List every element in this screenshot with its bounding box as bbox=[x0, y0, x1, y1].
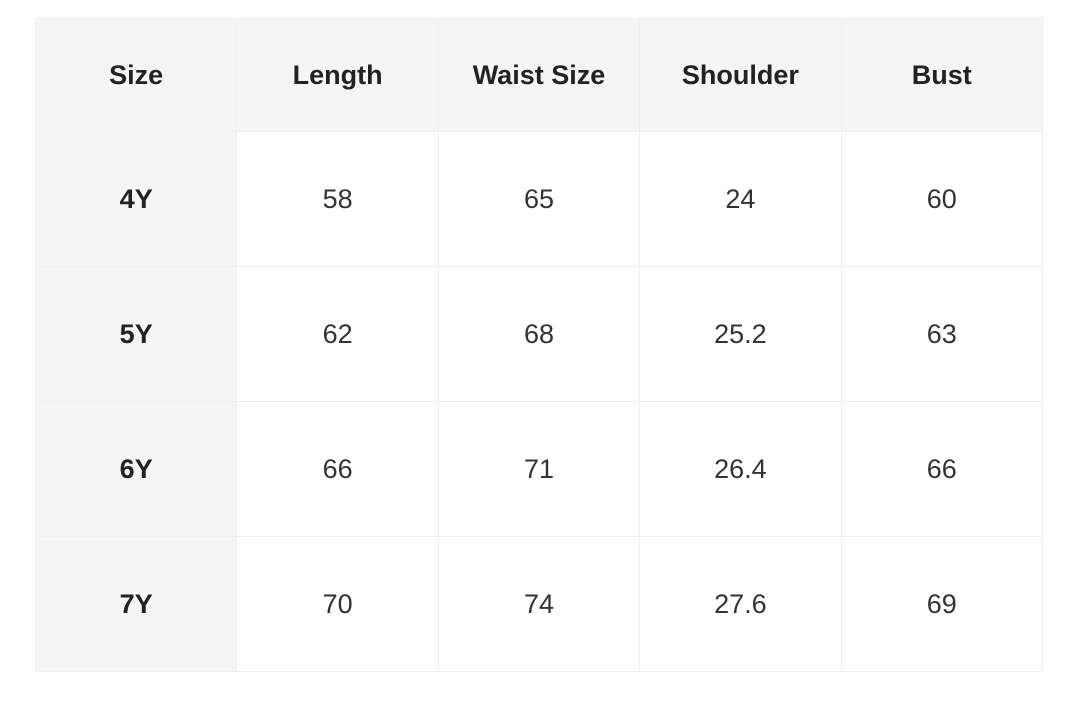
size-cell: 6Y bbox=[34, 401, 238, 537]
size-cell: 7Y bbox=[34, 536, 238, 672]
value-cell: 66 bbox=[236, 401, 439, 537]
size-chart-table: Size Length Waist Size Shoulder Bust 4Y 58 65 2… bbox=[34, 18, 1043, 672]
value-cell: 65 bbox=[437, 131, 641, 267]
table-body: 4Y 58 65 24 60 5Y 62 68 25.2 63 6Y 66 71 26.4 66 7Y 70 74… bbox=[34, 131, 1043, 672]
table-row: 5Y 62 68 25.2 63 bbox=[34, 266, 1043, 402]
value-cell: 70 bbox=[236, 536, 439, 672]
column-header: Waist Size bbox=[437, 18, 641, 132]
column-header: Size bbox=[34, 18, 238, 132]
header-row: Size Length Waist Size Shoulder Bust bbox=[34, 18, 1043, 132]
table-row: 6Y 66 71 26.4 66 bbox=[34, 401, 1043, 537]
value-cell: 74 bbox=[437, 536, 641, 672]
table-row: 4Y 58 65 24 60 bbox=[34, 131, 1043, 267]
value-cell: 60 bbox=[840, 131, 1043, 267]
value-cell: 69 bbox=[840, 536, 1043, 672]
column-header: Length bbox=[236, 18, 439, 132]
value-cell: 71 bbox=[437, 401, 641, 537]
size-cell: 5Y bbox=[34, 266, 238, 402]
value-cell: 62 bbox=[236, 266, 439, 402]
table-row: 7Y 70 74 27.6 69 bbox=[34, 536, 1043, 672]
value-cell: 27.6 bbox=[639, 536, 842, 672]
value-cell: 63 bbox=[840, 266, 1043, 402]
column-header: Shoulder bbox=[639, 18, 842, 132]
value-cell: 24 bbox=[639, 131, 842, 267]
value-cell: 66 bbox=[840, 401, 1043, 537]
column-header: Bust bbox=[840, 18, 1043, 132]
size-cell: 4Y bbox=[34, 131, 238, 267]
value-cell: 58 bbox=[236, 131, 439, 267]
value-cell: 25.2 bbox=[639, 266, 842, 402]
value-cell: 26.4 bbox=[639, 401, 842, 537]
value-cell: 68 bbox=[437, 266, 641, 402]
